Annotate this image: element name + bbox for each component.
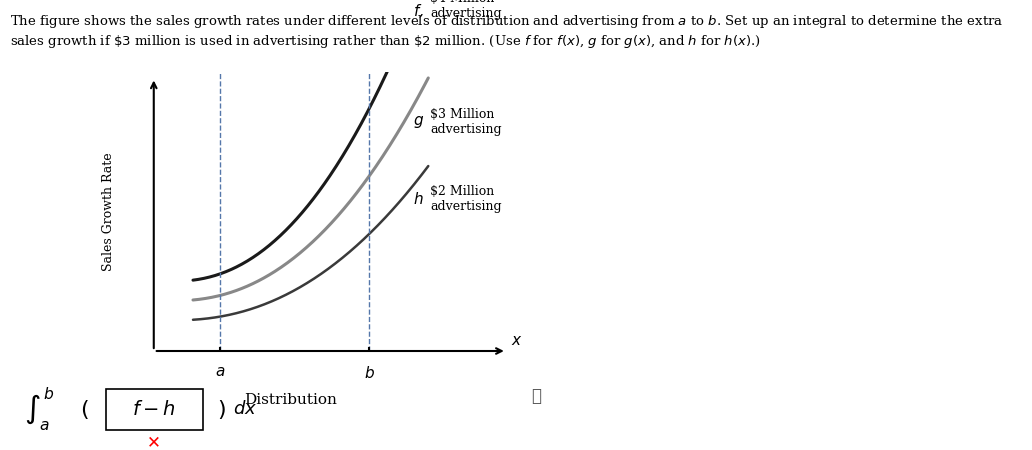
Text: $\int_a^b$: $\int_a^b$ bbox=[25, 386, 55, 433]
Text: $f - h$: $f - h$ bbox=[132, 400, 176, 419]
Text: $f$,: $f$, bbox=[413, 2, 424, 20]
Text: ✕: ✕ bbox=[148, 433, 161, 450]
Text: $h$: $h$ bbox=[413, 191, 423, 207]
Text: ⓘ: ⓘ bbox=[531, 387, 542, 405]
Text: $2 Million
advertising: $2 Million advertising bbox=[430, 185, 502, 213]
Text: $dx$: $dx$ bbox=[233, 400, 257, 418]
Text: $4 Million
advertising: $4 Million advertising bbox=[430, 0, 502, 20]
Text: The figure shows the sales growth rates under different levels of distribution a: The figure shows the sales growth rates … bbox=[10, 14, 1003, 50]
FancyBboxPatch shape bbox=[105, 389, 203, 430]
Text: $b$: $b$ bbox=[364, 365, 375, 381]
Text: $\ )$: $\ )$ bbox=[211, 398, 226, 421]
Text: $(\ $: $(\ $ bbox=[80, 398, 89, 421]
Text: $a$: $a$ bbox=[216, 365, 226, 379]
Text: $x$: $x$ bbox=[511, 334, 522, 348]
Text: Sales Growth Rate: Sales Growth Rate bbox=[101, 152, 115, 271]
Text: Distribution: Distribution bbox=[245, 393, 337, 407]
Text: $g$: $g$ bbox=[413, 114, 424, 130]
Text: $3 Million
advertising: $3 Million advertising bbox=[430, 108, 502, 136]
